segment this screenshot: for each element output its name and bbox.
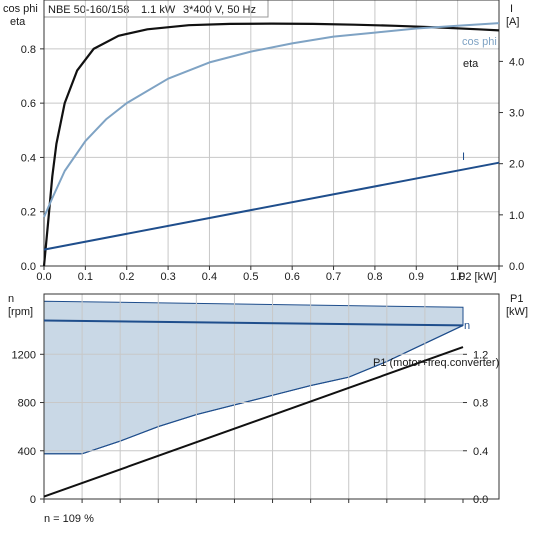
y-tick-label-right: 0.0: [509, 261, 524, 273]
cos-phi-curve: [43, 22, 500, 218]
series-label-eta: eta: [463, 58, 479, 70]
x-tick-label: 0.8: [367, 271, 382, 283]
upper-x-axis-label: P2 [kW]: [458, 271, 497, 283]
lower-series: [43, 319, 464, 498]
y-tick-label-left: 0: [30, 494, 36, 506]
speed-note: n = 109 %: [44, 513, 94, 525]
y-tick-label-right: 3.0: [509, 108, 524, 120]
y-tick-label-right: 0.0: [473, 494, 488, 506]
x-tick-label: 0.9: [409, 271, 424, 283]
x-tick-label: 0.6: [285, 271, 300, 283]
lower-right-axis-label-line2: [kW]: [506, 306, 528, 318]
y-tick-label-left: 0.2: [21, 207, 36, 219]
lower-left-axis-label-line2: [rpm]: [8, 306, 33, 318]
upper-left-axis-label-line1: cos phi: [3, 3, 38, 15]
lower-left-axis-label-line1: n: [8, 293, 14, 305]
y-tick-label-left: 800: [18, 398, 36, 410]
y-tick-label-left: 0.4: [21, 152, 36, 164]
y-tick-label-left: 0.6: [21, 98, 36, 110]
pump-power: 1.1 kW: [141, 4, 176, 16]
lower-grid: [40, 294, 467, 503]
speed-min-line: [44, 324, 464, 455]
pump-title: NBE 50-160/158: [48, 4, 129, 16]
y-tick-label-left: 0.0: [21, 261, 36, 273]
series-label-p1: P1 (motor+freq.converter): [373, 357, 499, 369]
lower-plot-frame: [43, 293, 500, 500]
lower-tick-labels: 0 400 800 1200 0.0 0.4 0.8 1.2: [12, 349, 489, 506]
efficiency-current-chart: cos phi eta I [A] P2 [kW] 0.0 0.1 0.2 0.3 0.…: [3, 0, 524, 283]
upper-right-axis-label-line1: I: [510, 3, 513, 15]
x-tick-label: 1.0: [450, 271, 465, 283]
upper-plot-frame: [43, 0, 500, 267]
y-tick-label-right: 4.0: [509, 56, 524, 68]
y-tick-label-right: 1.0: [509, 210, 524, 222]
upper-tick-labels: 0.0 0.1 0.2 0.3 0.4 0.5 0.6 0.7 0.8 0.9 1.0 0.0 0.2 0…: [21, 44, 525, 283]
upper-right-axis-label-line2: [A]: [506, 16, 519, 28]
x-tick-label: 0.3: [160, 271, 175, 283]
x-tick-label: 0.0: [36, 271, 51, 283]
speed-power-chart: n [rpm] P1 [kW] 040080012000.00.40.81.2 …: [8, 293, 528, 506]
series-label-n: n: [464, 320, 470, 332]
speed-curve: [43, 319, 464, 327]
x-tick-label: 0.1: [78, 271, 93, 283]
y-tick-label-right: 0.4: [473, 446, 488, 458]
series-label-cos-phi: cos phi: [462, 36, 497, 48]
y-tick-label-right: 2.0: [509, 159, 524, 171]
p1-curve: [43, 346, 464, 498]
upper-left-axis-label-line2: eta: [10, 16, 26, 28]
series-label-current: I: [462, 151, 465, 163]
y-tick-label-left: 0.8: [21, 44, 36, 56]
x-tick-label: 0.5: [243, 271, 258, 283]
x-tick-label: 0.4: [202, 271, 217, 283]
upper-series: [42, 22, 500, 267]
y-tick-label-right: 1.2: [473, 349, 488, 361]
lower-right-axis-label-line1: P1: [510, 293, 523, 305]
y-tick-label-left: 400: [18, 446, 36, 458]
y-tick-label-left: 1200: [12, 349, 36, 361]
current-curve: [43, 161, 500, 251]
x-tick-label: 0.2: [119, 271, 134, 283]
pump-supply: 3*400 V, 50 Hz: [183, 4, 256, 16]
x-tick-label: 0.7: [326, 271, 341, 283]
eta-curve: [42, 22, 500, 267]
y-tick-label-right: 0.8: [473, 398, 488, 410]
